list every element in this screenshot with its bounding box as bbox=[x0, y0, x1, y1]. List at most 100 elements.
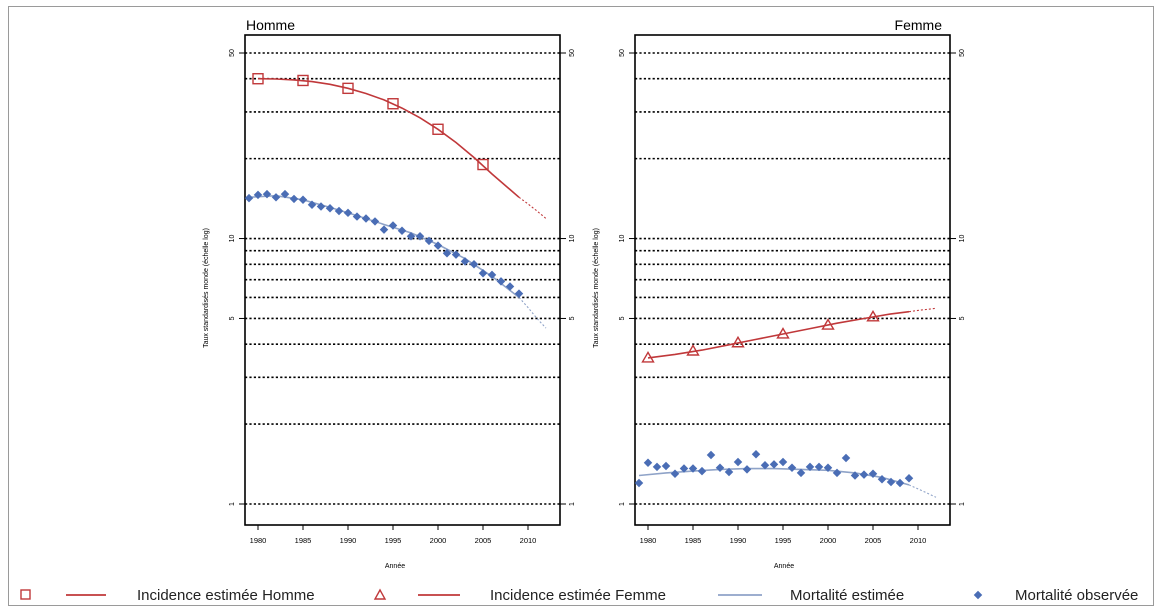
y-tick-label: 50 bbox=[619, 49, 626, 57]
mortality-observed-point bbox=[715, 463, 725, 472]
gridlines-homme bbox=[245, 52, 560, 505]
mortality-observed-point bbox=[661, 461, 671, 471]
incidence-triangle-marker bbox=[686, 344, 700, 356]
mortality-observed-point bbox=[397, 226, 407, 235]
incidence-triangle-marker bbox=[866, 309, 880, 322]
projection-line bbox=[518, 297, 547, 329]
x-tick-label: 2000 bbox=[430, 536, 447, 545]
mortality-observed-point bbox=[370, 217, 380, 226]
mortality-observed-point bbox=[751, 449, 761, 459]
mortality-observed-point bbox=[634, 478, 644, 488]
x-tick-label: 1995 bbox=[775, 536, 792, 545]
y-tick-label-right: 1 bbox=[569, 502, 576, 506]
mortality-observed-point bbox=[886, 477, 896, 487]
y-tick-label-right: 10 bbox=[569, 235, 576, 243]
incidence-square-marker bbox=[252, 73, 264, 85]
mortality-observed-point bbox=[724, 467, 734, 477]
mortality-observed-point bbox=[361, 214, 371, 223]
mortality-observed-point bbox=[904, 474, 914, 483]
legend-triangle-icon bbox=[373, 588, 387, 600]
mortality-observed-point bbox=[514, 289, 524, 298]
mortality-observed-point bbox=[823, 463, 833, 472]
incidence-triangle-marker bbox=[731, 335, 745, 348]
projection-line bbox=[908, 484, 937, 498]
mortality-observed-point bbox=[460, 257, 470, 266]
mortality-observed-point bbox=[325, 204, 335, 213]
mortality-observed-point bbox=[697, 466, 707, 476]
mortality-observed-point bbox=[643, 458, 653, 468]
panel-homme: Homme Taux standardisés monde (échelle l… bbox=[203, 17, 576, 570]
x-tick-label: 1980 bbox=[250, 536, 267, 545]
mortality-observed-point bbox=[406, 232, 416, 241]
mortality-observed-point bbox=[805, 462, 815, 472]
mortality-observed-point bbox=[415, 232, 425, 241]
x-tick-label: 2005 bbox=[865, 536, 882, 545]
figure-frame bbox=[8, 6, 1154, 606]
mortality-observed-point bbox=[496, 277, 506, 286]
mortality-observed-point bbox=[742, 465, 752, 474]
panel-femme: Femme Taux standardisés monde (échelle l… bbox=[593, 17, 966, 570]
mortality-observed-point bbox=[271, 193, 281, 202]
mortality-observed-point bbox=[769, 460, 779, 469]
y-tick-label-right: 50 bbox=[959, 49, 966, 57]
mortality-observed-point bbox=[877, 474, 887, 484]
x-tick-label: 2010 bbox=[520, 536, 537, 545]
legend-label: Incidence estimée Homme bbox=[137, 587, 315, 604]
x-tick-label: 2010 bbox=[910, 536, 927, 545]
x-ticks-femme: 1980 1985 1990 1995 2000 2005 2010 bbox=[640, 525, 927, 545]
mortality-observed-point bbox=[850, 471, 860, 480]
incidence-square-marker bbox=[342, 82, 354, 95]
mortality-observed-point bbox=[262, 189, 272, 199]
y-tick-label: 50 bbox=[229, 49, 236, 57]
mortality-observed-point bbox=[379, 225, 389, 234]
x-tick-label: 2000 bbox=[820, 536, 837, 545]
legend-square-icon bbox=[20, 589, 31, 600]
mortality-observed-point bbox=[814, 462, 824, 472]
mortality-observed-point bbox=[289, 194, 299, 204]
x-tick-label: 1995 bbox=[385, 536, 402, 545]
legend-x-icon bbox=[973, 590, 983, 600]
legend: Incidence estimée Homme Incidence estimée… bbox=[20, 587, 1138, 604]
incidence-line bbox=[647, 310, 910, 359]
mortality-estimated-line bbox=[248, 194, 520, 299]
x-axis-label-femme: Année bbox=[774, 563, 794, 570]
mortality-observed-point bbox=[505, 282, 515, 291]
mortality-observed-point bbox=[253, 190, 263, 200]
incidence-triangle-marker bbox=[641, 351, 655, 363]
legend-label: Incidence estimée Femme bbox=[490, 587, 666, 604]
panel-title-femme: Femme bbox=[895, 17, 943, 33]
mortality-observed-point bbox=[670, 469, 680, 478]
mortality-observed-point bbox=[679, 464, 689, 473]
y-tick-label: 1 bbox=[619, 502, 626, 506]
y-tick-label: 10 bbox=[229, 235, 236, 243]
gridlines-femme bbox=[635, 52, 950, 505]
y-tick-label: 1 bbox=[229, 502, 236, 506]
mortality-observed-point bbox=[307, 200, 317, 210]
panel-title-homme: Homme bbox=[246, 17, 295, 33]
y-tick-label-right: 5 bbox=[959, 316, 966, 320]
mortality-observed-point bbox=[706, 450, 716, 460]
incidence-line bbox=[257, 77, 520, 198]
mortality-observed-point bbox=[688, 464, 698, 473]
mortality-observed-point bbox=[298, 195, 308, 204]
mortality-observed-point bbox=[868, 469, 878, 478]
mortality-observed-point bbox=[778, 457, 788, 467]
x-tick-label: 1990 bbox=[730, 536, 747, 545]
series-femme bbox=[634, 307, 937, 498]
x-tick-label: 1990 bbox=[340, 536, 357, 545]
mortality-observed-point bbox=[442, 249, 452, 258]
y-ticks-femme: 1 1 5 5 10 10 50 50 bbox=[619, 49, 966, 506]
y-tick-label-right: 5 bbox=[569, 316, 576, 320]
mortality-observed-point bbox=[841, 453, 851, 463]
x-tick-label: 2005 bbox=[475, 536, 492, 545]
y-tick-label-right: 10 bbox=[959, 235, 966, 243]
x-ticks-homme: 1980 1985 1990 1995 2000 2005 2010 bbox=[250, 525, 537, 545]
y-ticks-homme: 1 1 5 5 10 10 50 50 bbox=[229, 49, 576, 506]
mortality-observed-point bbox=[334, 206, 344, 216]
y-tick-label: 5 bbox=[229, 316, 236, 320]
mortality-observed-point bbox=[733, 457, 743, 467]
series-homme bbox=[244, 73, 547, 329]
mortality-observed-point bbox=[487, 270, 497, 280]
mortality-observed-point bbox=[787, 463, 797, 472]
